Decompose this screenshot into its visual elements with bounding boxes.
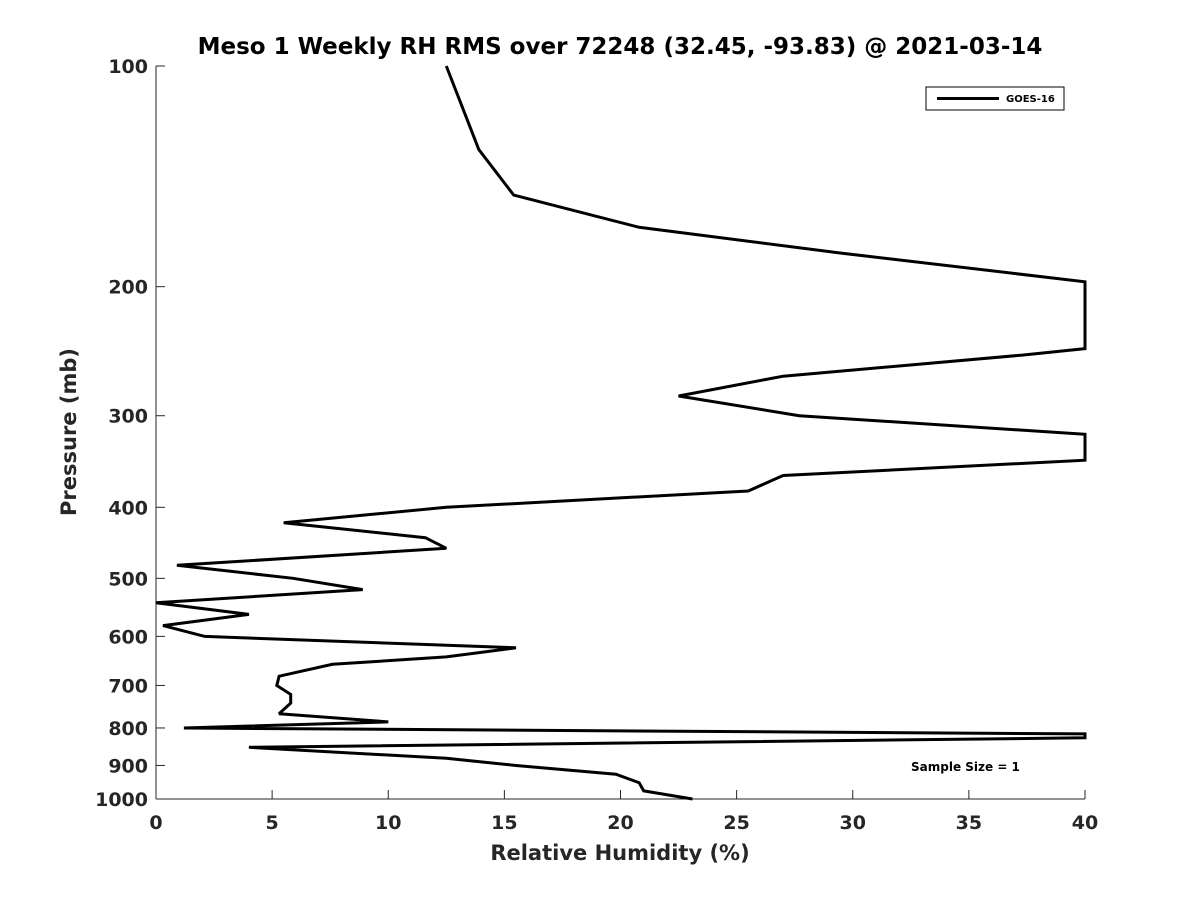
y-tick-label: 800 [108,718,148,740]
y-tick-label: 1000 [95,789,148,811]
series-line-goes-16 [155,65,1087,801]
y-tick-label: 900 [108,755,148,777]
x-tick-label: 20 [607,812,633,834]
x-tick-label: 10 [375,812,401,834]
legend: GOES-16 [925,86,1065,111]
y-tick-label: 700 [108,675,148,697]
x-tick-label: 5 [266,812,279,834]
annotation-sample-size: Sample Size = 1 [911,760,1020,774]
y-tick-label: 600 [108,626,148,648]
x-tick-label: 40 [1072,812,1098,834]
y-tick-label: 100 [108,56,148,78]
series-lines [155,65,1087,801]
x-tick-label: 25 [723,812,749,834]
y-tick-label: 200 [108,277,148,299]
y-tick-label: 300 [108,406,148,428]
y-tick-label: 500 [108,568,148,590]
x-tick-label: 0 [149,812,162,834]
x-axis-title: Relative Humidity (%) [490,841,749,865]
legend-label-goes-16: GOES-16 [1006,94,1055,105]
y-tick-label: 400 [108,497,148,519]
x-tick-label: 35 [956,812,982,834]
x-tick-label: 30 [840,812,866,834]
axes: 0 5 10 15 20 25 30 35 40 100 200 300 400 500 600 700 800… [95,56,1098,834]
chart-title: Meso 1 Weekly RH RMS over 72248 (32.45, … [198,34,1043,60]
y-axis-title: Pressure (mb) [57,348,81,516]
x-tick-label: 15 [491,812,517,834]
